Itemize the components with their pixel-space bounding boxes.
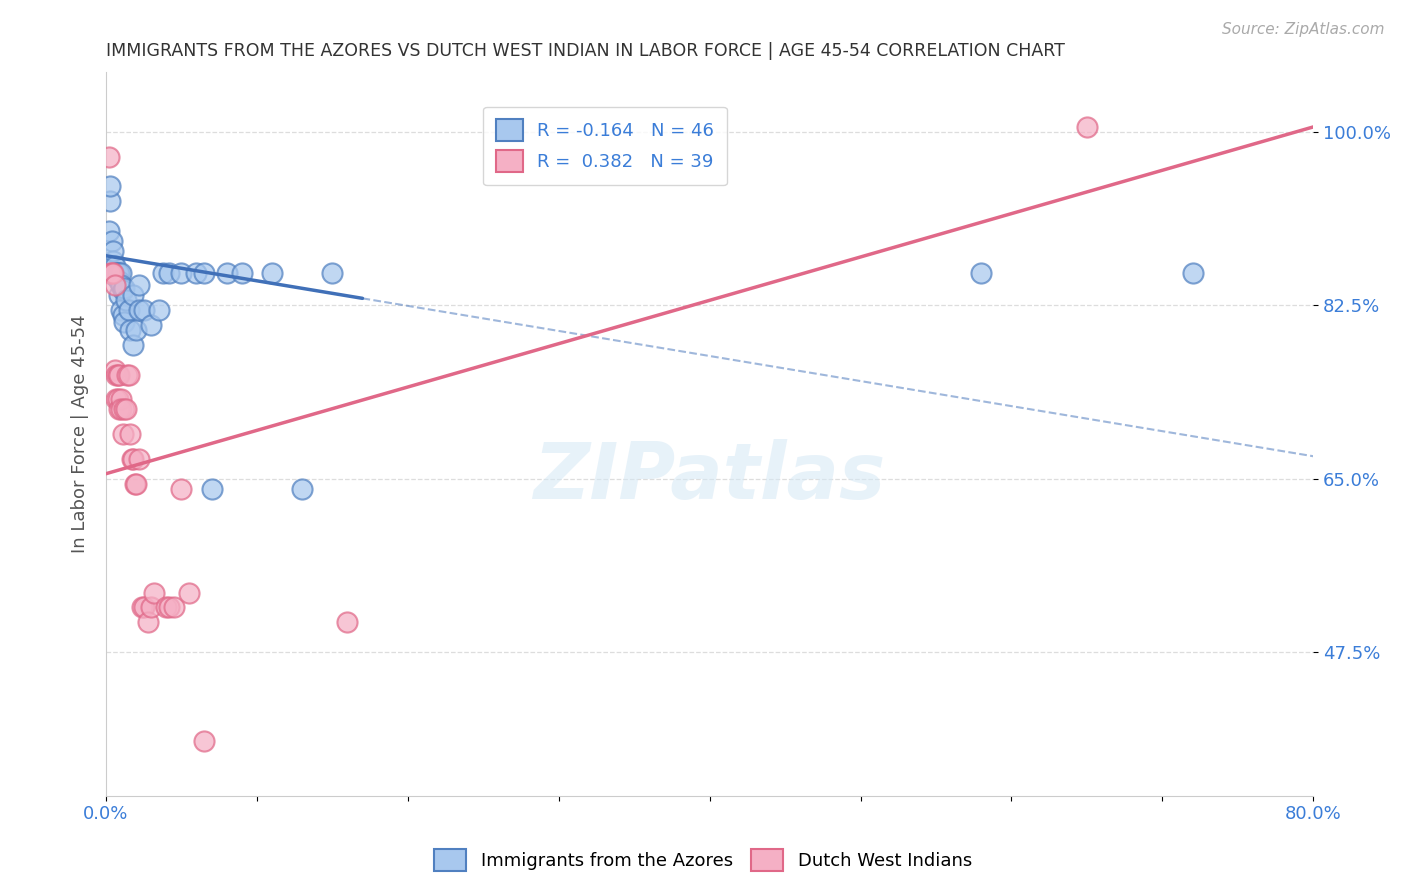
Text: IMMIGRANTS FROM THE AZORES VS DUTCH WEST INDIAN IN LABOR FORCE | AGE 45-54 CORRE: IMMIGRANTS FROM THE AZORES VS DUTCH WEST… (105, 42, 1064, 60)
Point (260, 266, 283, 280)
Point (152, 266, 174, 280)
Point (231, 266, 253, 280)
Point (970, 266, 993, 280)
Point (105, 368, 128, 382)
Point (112, 281, 135, 295)
Point (124, 476, 146, 491)
Legend: R = -0.164   N = 46, R =  0.382   N = 39: R = -0.164 N = 46, R = 0.382 N = 39 (484, 107, 727, 186)
Point (1181, 266, 1204, 280)
Point (122, 338, 145, 352)
Point (103, 244, 125, 258)
Point (118, 427, 141, 442)
Point (114, 402, 136, 417)
Point (170, 266, 193, 280)
Point (170, 482, 193, 496)
Point (141, 318, 163, 332)
Point (111, 308, 134, 322)
Point (125, 476, 148, 491)
Point (111, 284, 134, 298)
Point (118, 323, 141, 337)
Point (122, 288, 145, 302)
Text: ZIPatlas: ZIPatlas (533, 440, 886, 516)
Point (193, 266, 215, 280)
Point (128, 278, 150, 293)
Point (108, 273, 131, 287)
Point (177, 585, 200, 599)
Point (121, 451, 143, 466)
Point (128, 451, 150, 466)
Point (117, 368, 139, 382)
Point (193, 734, 215, 748)
Point (132, 600, 155, 615)
Legend: Immigrants from the Azores, Dutch West Indians: Immigrants from the Azores, Dutch West I… (426, 842, 980, 879)
Point (103, 253, 125, 268)
Point (105, 266, 128, 280)
Point (107, 392, 129, 407)
Point (1076, 120, 1098, 134)
Point (104, 278, 127, 293)
Point (104, 268, 127, 283)
Point (200, 482, 222, 496)
Point (148, 303, 170, 318)
Point (111, 427, 134, 442)
Point (108, 402, 131, 417)
Point (107, 368, 129, 382)
Point (105, 392, 128, 407)
Point (112, 402, 135, 417)
Point (136, 615, 159, 630)
Point (97, 150, 120, 164)
Point (157, 600, 180, 615)
Point (157, 266, 180, 280)
Point (110, 303, 132, 318)
Point (100, 179, 122, 194)
Point (110, 392, 132, 407)
Point (215, 266, 238, 280)
Point (163, 600, 186, 615)
Point (100, 194, 122, 209)
Point (108, 266, 131, 280)
Point (115, 368, 138, 382)
Point (104, 259, 127, 273)
Point (101, 266, 124, 280)
Point (141, 600, 163, 615)
Point (321, 266, 343, 280)
Point (97, 224, 120, 238)
Point (132, 303, 155, 318)
Point (125, 323, 148, 337)
Point (103, 266, 125, 280)
Point (108, 288, 131, 302)
Point (128, 303, 150, 318)
Point (107, 266, 129, 280)
Point (100, 266, 122, 280)
Point (131, 600, 153, 615)
Point (108, 368, 131, 382)
Point (122, 451, 145, 466)
Point (155, 600, 177, 615)
Point (114, 293, 136, 308)
Point (110, 266, 132, 280)
Point (143, 585, 166, 599)
Point (110, 278, 132, 293)
Y-axis label: In Labor Force | Age 45-54: In Labor Force | Age 45-54 (72, 315, 89, 553)
Point (104, 362, 127, 376)
Point (105, 266, 128, 280)
Point (112, 315, 135, 329)
Point (101, 234, 124, 248)
Point (186, 266, 208, 280)
Point (107, 266, 129, 280)
Text: Source: ZipAtlas.com: Source: ZipAtlas.com (1222, 22, 1385, 37)
Point (117, 303, 139, 318)
Point (336, 615, 359, 630)
Point (291, 482, 314, 496)
Point (110, 402, 132, 417)
